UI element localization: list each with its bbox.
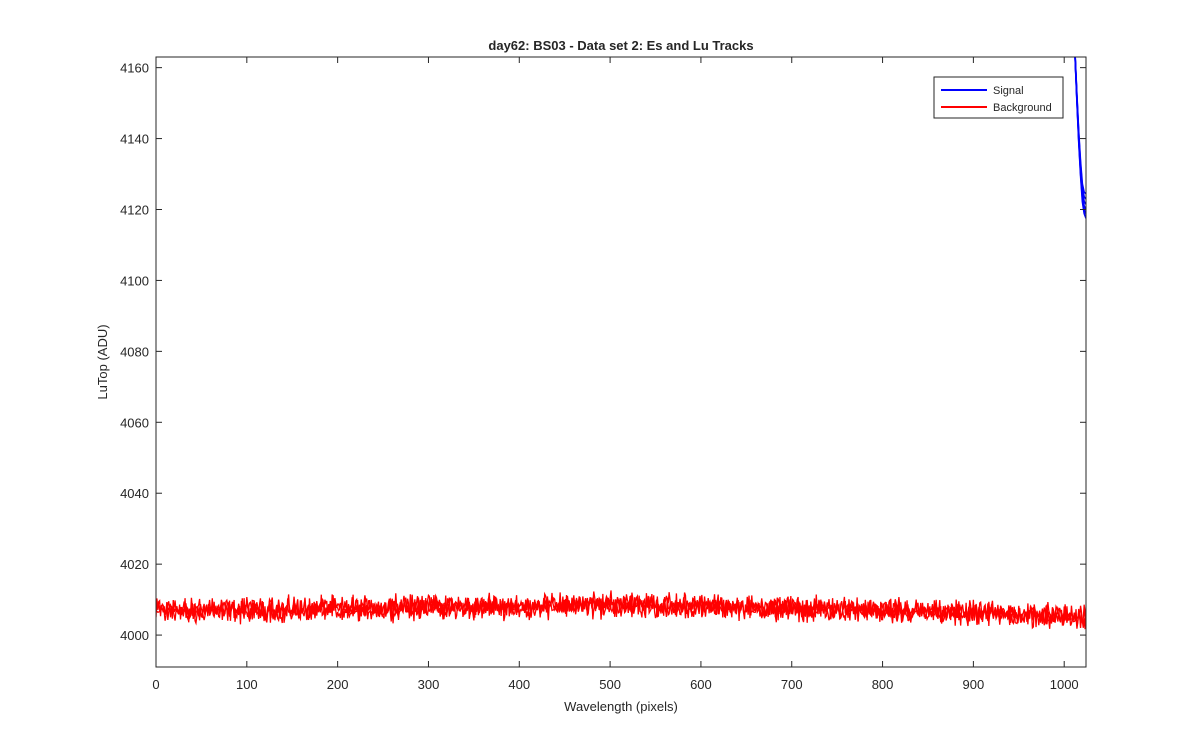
legend-background-label: Background <box>993 102 1052 114</box>
axes-box <box>155 56 1087 668</box>
x-tick-label: 100 <box>236 677 258 692</box>
y-tick-label: 4060 <box>120 415 149 430</box>
y-tick-label: 4080 <box>120 344 149 359</box>
x-axis-label: Wavelength (pixels) <box>564 699 678 714</box>
y-tick-label: 4140 <box>120 132 149 147</box>
labels-layer: 0 100 200 300 400 500 600 700 800 900 1000 4000 4020… <box>120 61 1079 692</box>
x-tick-label: 700 <box>781 677 803 692</box>
background-series-line <box>156 590 1086 630</box>
x-tick-label: 300 <box>418 677 440 692</box>
x-tick-label: 800 <box>872 677 894 692</box>
legend-box <box>933 76 1064 119</box>
y-axis-label: LuTop (ADU) <box>95 324 110 399</box>
x-tick-label: 500 <box>599 677 621 692</box>
chart-title: day62: BS03 - Data set 2: Es and Lu Trac… <box>488 38 753 53</box>
legend-signal-label: Signal <box>993 85 1024 97</box>
legend: Signal Background <box>933 76 1064 119</box>
y-tick-label: 4000 <box>120 628 149 643</box>
y-tick-label: 4120 <box>120 203 149 218</box>
x-tick-label: 200 <box>327 677 349 692</box>
x-tick-label: 900 <box>963 677 985 692</box>
x-tick-label: 0 <box>152 677 159 692</box>
x-tick-label: 1000 <box>1050 677 1079 692</box>
y-tick-label: 4040 <box>120 486 149 501</box>
x-tick-label: 600 <box>690 677 712 692</box>
y-tick-label: 4020 <box>120 557 149 572</box>
y-tick-label: 4160 <box>120 61 149 76</box>
y-tick-label: 4100 <box>120 273 149 288</box>
signal-series-line <box>1074 57 1086 195</box>
x-tick-label: 400 <box>508 677 530 692</box>
plot-area <box>156 57 1086 667</box>
series-layer <box>156 57 1086 630</box>
